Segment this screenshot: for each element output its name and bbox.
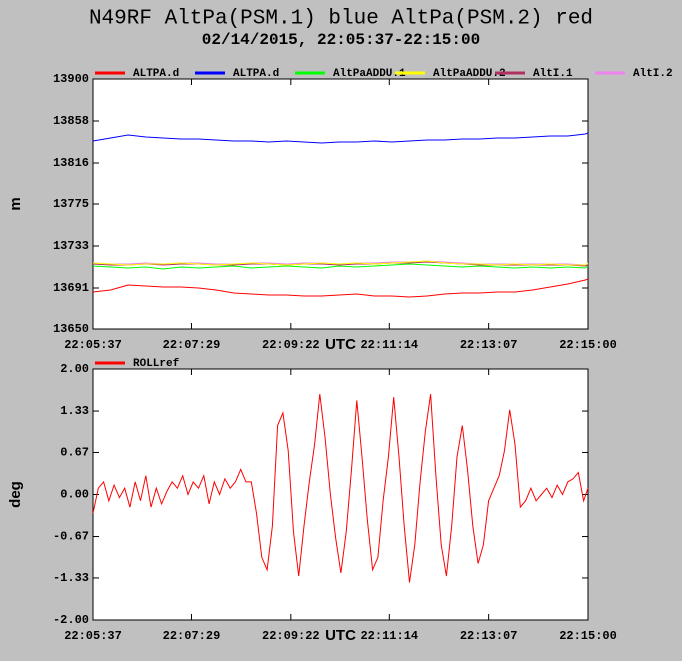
x-tick-label: 22:05:37 [64,629,122,643]
x-tick-label: 22:09:22 [262,629,320,643]
x-tick-label: 22:07:29 [163,629,221,643]
series-line [92,132,589,144]
x-tick-label: 22:11:14 [360,629,418,643]
y-axis-label: deg [7,481,24,508]
y-tick-label: 0.00 [60,488,89,502]
series-line [92,394,589,583]
chart-subtitle: 02/14/2015, 22:05:37-22:15:00 [202,31,480,49]
chart-title: N49RF AltPa(PSM.1) blue AltPa(PSM.2) red [89,8,593,31]
y-tick-label: 13775 [53,197,89,211]
x-axis-label: UTC [325,336,356,353]
legend-label: AltI.1 [533,68,573,80]
x-tick-label: 22:15:00 [559,629,617,643]
legend-label: ALTPA.d [133,68,179,80]
legend-label: ALTPA.d [233,68,279,80]
y-tick-label: 1.33 [60,404,89,418]
x-tick-label: 22:07:29 [163,338,221,352]
series-line [92,263,589,270]
y-tick-label: 13900 [53,72,89,86]
y-tick-label: -0.67 [53,530,89,544]
plot-area [92,368,589,621]
series-line [92,278,589,298]
legend-label: AltPaADDU.1 [333,68,406,80]
y-tick-label: -2.00 [53,613,89,627]
y-tick-label: 13733 [53,239,89,253]
y-tick-label: 13650 [53,322,89,336]
x-tick-label: 22:13:07 [460,338,518,352]
legend-label: AltI.2 [633,68,673,80]
legend-label: AltPaADDU.2 [433,68,506,80]
y-tick-label: 13858 [53,114,89,128]
y-axis-label: m [7,197,24,210]
x-axis-label: UTC [325,627,356,644]
x-tick-label: 22:15:00 [559,338,617,352]
y-tick-label: 2.00 [60,362,89,376]
y-tick-label: 13691 [53,281,89,295]
x-tick-label: 22:11:14 [360,338,418,352]
x-tick-label: 22:05:37 [64,338,122,352]
y-tick-label: 0.67 [60,446,89,460]
y-tick-label: -1.33 [53,571,89,585]
legend-label: ROLLref [133,358,180,370]
series-line [92,260,589,266]
x-tick-label: 22:13:07 [460,629,518,643]
x-tick-label: 22:09:22 [262,338,320,352]
series-line [92,261,589,267]
y-tick-label: 13816 [53,156,89,170]
